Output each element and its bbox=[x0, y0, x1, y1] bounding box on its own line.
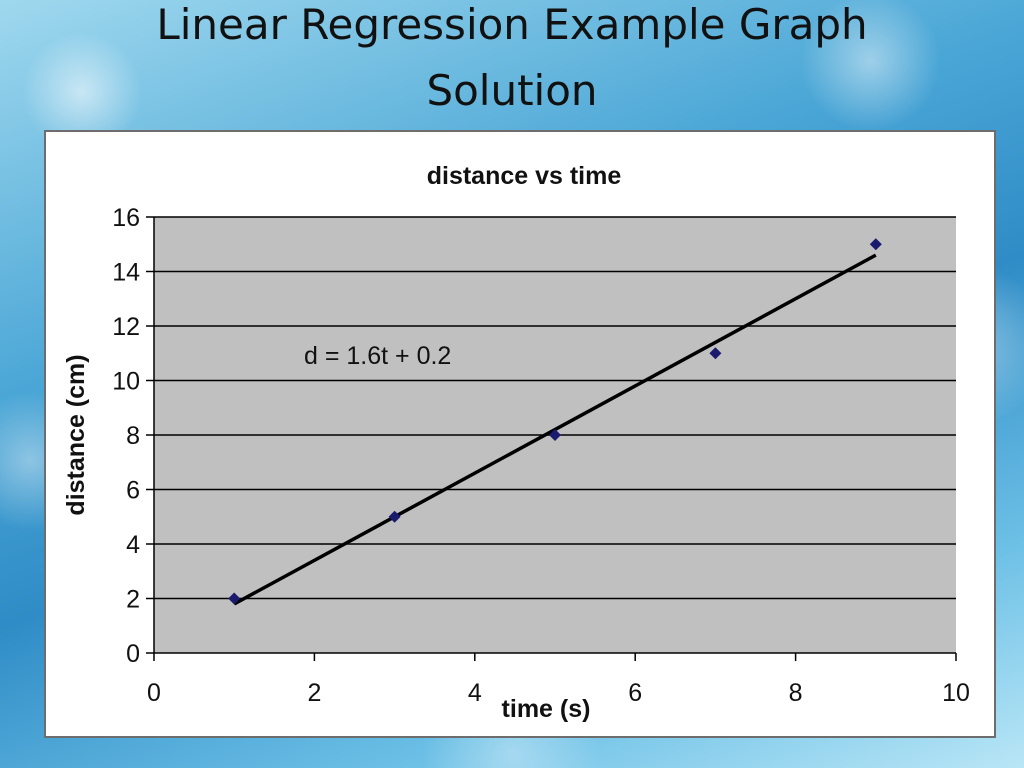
slide-title-line-2: Solution bbox=[426, 66, 598, 115]
y-tick-label: 14 bbox=[112, 259, 140, 287]
x-tick-label: 4 bbox=[468, 679, 482, 707]
data-point bbox=[388, 510, 401, 523]
y-axis-label: distance (cm) bbox=[62, 354, 90, 515]
x-tick-label: 10 bbox=[942, 679, 970, 707]
x-tick-label: 6 bbox=[628, 679, 642, 707]
data-points bbox=[228, 238, 882, 605]
gridlines bbox=[154, 216, 956, 600]
y-tick-label: 6 bbox=[126, 477, 140, 505]
slide-title: Linear Regression Example Graph Solution bbox=[0, 0, 1024, 124]
slide-title-line-1: Linear Regression Example Graph bbox=[156, 0, 868, 49]
y-tick-label: 8 bbox=[126, 422, 140, 450]
chart-title: distance vs time bbox=[427, 162, 622, 190]
y-tick-label: 12 bbox=[112, 313, 140, 341]
y-tick-label: 10 bbox=[112, 368, 140, 396]
x-ticks: 0 2 4 6 8 10 bbox=[147, 653, 970, 707]
regression-equation: d = 1.6t + 0.2 bbox=[304, 342, 451, 370]
data-point bbox=[869, 238, 882, 251]
chart-frame: 0 2 4 6 8 10 12 14 16 0 2 4 6 8 10 distance vs time t… bbox=[44, 130, 996, 738]
y-tick-label: 4 bbox=[126, 531, 140, 559]
data-point bbox=[228, 592, 241, 605]
x-tick-label: 2 bbox=[307, 679, 321, 707]
data-point bbox=[709, 347, 722, 360]
y-ticks: 0 2 4 6 8 10 12 14 16 bbox=[112, 204, 154, 668]
y-tick-label: 0 bbox=[126, 640, 140, 668]
x-tick-label: 0 bbox=[147, 679, 161, 707]
y-tick-label: 2 bbox=[126, 586, 140, 614]
y-tick-label: 16 bbox=[112, 204, 140, 232]
x-axis-label: time (s) bbox=[502, 695, 591, 723]
chart-svg: 0 2 4 6 8 10 12 14 16 0 2 4 6 8 10 distance vs time t… bbox=[62, 162, 970, 723]
x-tick-label: 8 bbox=[789, 679, 803, 707]
data-point bbox=[549, 429, 561, 441]
